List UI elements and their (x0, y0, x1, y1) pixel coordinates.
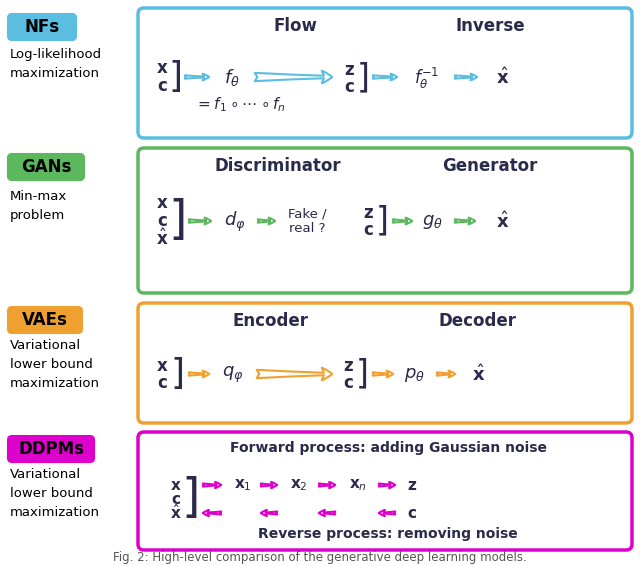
Text: $\hat{\mathbf{x}}$: $\hat{\mathbf{x}}$ (170, 504, 182, 522)
Text: $d_\varphi$: $d_\varphi$ (224, 210, 246, 234)
Text: Variational
lower bound
maximization: Variational lower bound maximization (10, 468, 100, 519)
Text: GANs: GANs (21, 158, 71, 176)
Text: Log-likelihood
maximization: Log-likelihood maximization (10, 48, 102, 80)
Text: ]: ] (182, 477, 200, 521)
Text: ]: ] (356, 62, 369, 95)
Text: $\mathbf{c}$: $\mathbf{c}$ (363, 221, 373, 239)
Text: ]: ] (169, 60, 183, 94)
Text: $\mathbf{c}$: $\mathbf{c}$ (157, 77, 168, 95)
Text: Fig. 2: High-level comparison of the generative deep learning models.: Fig. 2: High-level comparison of the gen… (113, 551, 527, 564)
Text: NFs: NFs (24, 18, 60, 36)
Text: $\mathbf{x}$: $\mathbf{x}$ (156, 194, 168, 212)
Text: DDPMs: DDPMs (18, 440, 84, 458)
Text: $\mathbf{x}_n$: $\mathbf{x}_n$ (349, 477, 367, 493)
Text: real ?: real ? (289, 221, 325, 234)
Text: Forward process: adding Gaussian noise: Forward process: adding Gaussian noise (230, 441, 547, 455)
Text: ]: ] (169, 199, 187, 243)
Text: $g_\theta$: $g_\theta$ (422, 213, 442, 231)
Text: $\mathbf{c}$: $\mathbf{c}$ (157, 374, 168, 392)
Text: $\mathbf{z}$: $\mathbf{z}$ (342, 357, 353, 375)
Text: $\hat{\mathbf{x}}$: $\hat{\mathbf{x}}$ (472, 365, 486, 385)
Text: $\mathbf{c}$: $\mathbf{c}$ (157, 212, 168, 230)
Text: VAEs: VAEs (22, 311, 68, 329)
Text: $q_\varphi$: $q_\varphi$ (222, 365, 244, 385)
FancyBboxPatch shape (8, 14, 76, 40)
Text: Flow: Flow (273, 17, 317, 35)
Text: $\mathbf{z}$: $\mathbf{z}$ (407, 478, 417, 492)
FancyBboxPatch shape (138, 8, 632, 138)
Text: Variational
lower bound
maximization: Variational lower bound maximization (10, 339, 100, 390)
Text: $\mathbf{x}$: $\mathbf{x}$ (170, 478, 182, 492)
FancyBboxPatch shape (8, 154, 84, 180)
Text: $\mathbf{z}$: $\mathbf{z}$ (344, 61, 355, 79)
Text: $= f_1 \circ \cdots \circ f_n$: $= f_1 \circ \cdots \circ f_n$ (195, 96, 286, 114)
Text: $f_\theta^{-1}$: $f_\theta^{-1}$ (414, 66, 440, 91)
Text: ]: ] (171, 357, 185, 391)
Text: ]: ] (355, 358, 369, 391)
FancyBboxPatch shape (138, 432, 632, 550)
Text: $\hat{\mathbf{x}}$: $\hat{\mathbf{x}}$ (156, 229, 168, 249)
Text: ]: ] (376, 204, 388, 238)
Text: $p_\theta$: $p_\theta$ (404, 366, 424, 384)
Text: Generator: Generator (442, 157, 538, 175)
Text: Reverse process: removing noise: Reverse process: removing noise (258, 527, 518, 541)
Text: $\mathbf{c}$: $\mathbf{c}$ (342, 374, 353, 392)
Text: Min-max
problem: Min-max problem (10, 190, 67, 222)
Text: $\mathbf{c}$: $\mathbf{c}$ (344, 78, 355, 96)
Text: Fake /: Fake / (288, 208, 326, 221)
FancyBboxPatch shape (8, 307, 82, 333)
FancyBboxPatch shape (138, 148, 632, 293)
FancyBboxPatch shape (8, 436, 94, 462)
FancyBboxPatch shape (138, 303, 632, 423)
Text: Decoder: Decoder (439, 312, 517, 330)
Text: $\mathbf{x}$: $\mathbf{x}$ (156, 357, 168, 375)
Text: $\mathbf{c}$: $\mathbf{c}$ (407, 505, 417, 521)
Text: $\hat{\mathbf{x}}$: $\hat{\mathbf{x}}$ (497, 67, 509, 88)
Text: Inverse: Inverse (455, 17, 525, 35)
Text: $\hat{\mathbf{x}}$: $\hat{\mathbf{x}}$ (497, 212, 509, 233)
Text: Discriminator: Discriminator (214, 157, 341, 175)
Text: $f_\theta$: $f_\theta$ (224, 67, 240, 88)
Text: Encoder: Encoder (232, 312, 308, 330)
Text: $\mathbf{x}_2$: $\mathbf{x}_2$ (290, 477, 308, 493)
Text: $\mathbf{x}$: $\mathbf{x}$ (156, 59, 168, 77)
Text: $\mathbf{x}_1$: $\mathbf{x}_1$ (234, 477, 252, 493)
Text: $\mathbf{z}$: $\mathbf{z}$ (363, 204, 373, 222)
Text: $\mathbf{c}$: $\mathbf{c}$ (171, 491, 181, 507)
